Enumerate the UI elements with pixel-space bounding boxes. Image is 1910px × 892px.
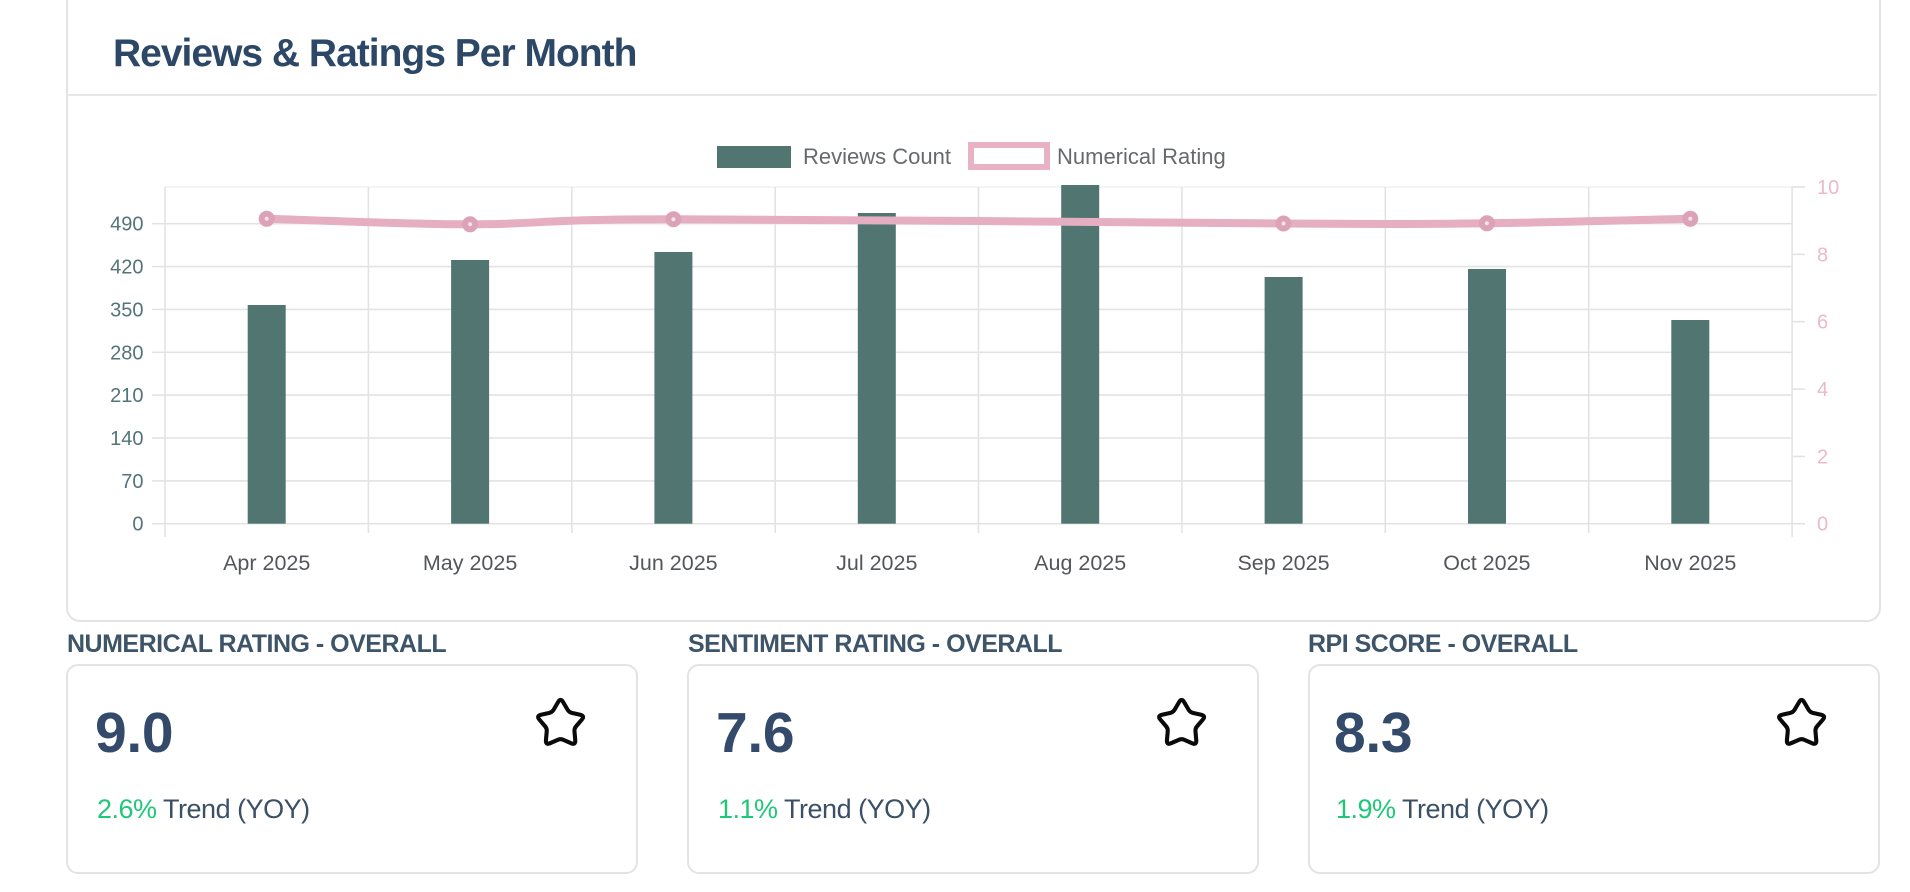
svg-text:Jul 2025: Jul 2025 [836, 551, 917, 575]
svg-text:0: 0 [1817, 514, 1828, 536]
svg-text:Nov 2025: Nov 2025 [1644, 551, 1736, 575]
svg-text:490: 490 [110, 214, 143, 236]
svg-text:420: 420 [110, 257, 143, 279]
svg-text:210: 210 [110, 385, 143, 407]
svg-text:6: 6 [1817, 312, 1828, 334]
svg-text:Aug 2025: Aug 2025 [1034, 551, 1126, 575]
svg-text:10: 10 [1817, 177, 1839, 199]
svg-text:Apr 2025: Apr 2025 [223, 551, 310, 575]
svg-text:280: 280 [110, 342, 143, 364]
svg-text:Sep 2025: Sep 2025 [1237, 551, 1329, 575]
svg-text:Jun 2025: Jun 2025 [629, 551, 718, 575]
svg-text:70: 70 [121, 471, 143, 493]
svg-text:0: 0 [132, 514, 143, 536]
svg-text:Oct 2025: Oct 2025 [1443, 551, 1530, 575]
svg-text:2: 2 [1817, 446, 1828, 468]
svg-text:May 2025: May 2025 [423, 551, 517, 575]
svg-text:4: 4 [1817, 379, 1828, 401]
svg-text:140: 140 [110, 428, 143, 450]
svg-text:8: 8 [1817, 244, 1828, 266]
svg-text:350: 350 [110, 299, 143, 321]
